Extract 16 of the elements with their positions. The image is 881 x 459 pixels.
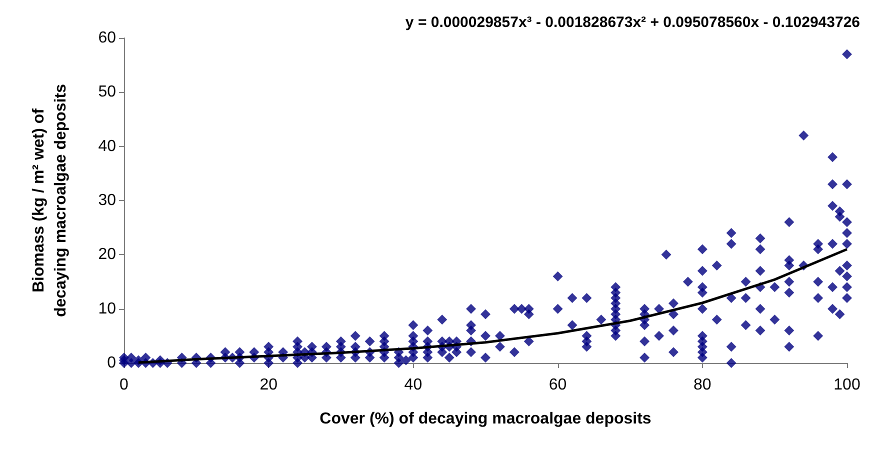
chart-title: y = 0.000029857x³ - 0.001828673x² + 0.095078560x - 0.102943726 — [405, 14, 860, 31]
y-axis-title: Biomass (kg / m² wet) of decaying macroalgae deposits — [30, 84, 70, 317]
x-tick-label: 100 — [834, 376, 860, 394]
x-axis-title: Cover (%) of decaying macroalgae deposits — [320, 410, 652, 428]
y-tick-label: 30 — [98, 192, 116, 209]
x-tick-label: 60 — [548, 376, 567, 394]
y-tick-label: 20 — [98, 246, 116, 264]
x-tick-label: 20 — [260, 376, 278, 394]
y-tick-label: 50 — [98, 84, 116, 101]
x-tick-label: 0 — [120, 376, 129, 394]
y-tick-label: 40 — [98, 138, 116, 155]
x-tick-label: 40 — [404, 376, 422, 394]
x-tick-label: 80 — [694, 376, 712, 394]
y-tick-label: 0 — [107, 354, 116, 372]
y-tick-label: 60 — [98, 30, 116, 46]
y-tick-label: 10 — [98, 300, 116, 318]
